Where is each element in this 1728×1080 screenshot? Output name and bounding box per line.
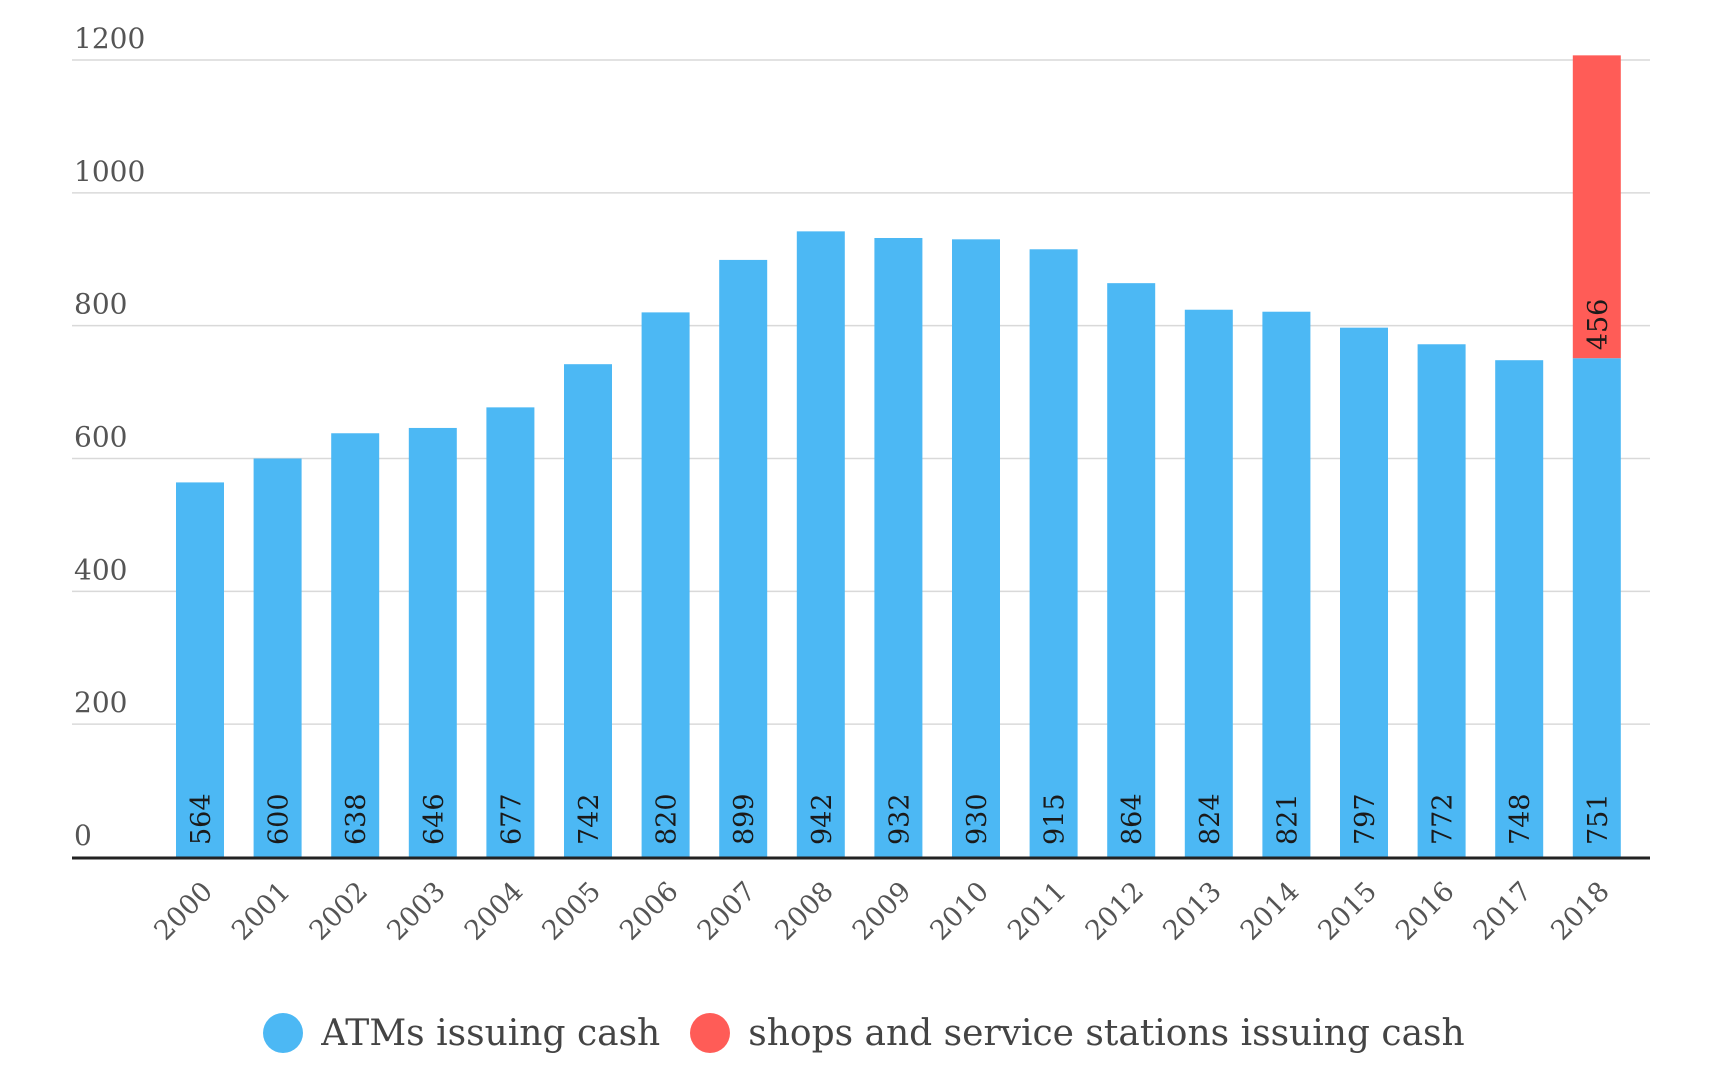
y-tick-label-400: 400	[74, 553, 127, 586]
bar-atms-2002	[331, 433, 380, 857]
legend-label-atms: ATMs issuing cash	[321, 1012, 661, 1054]
data-label-atms-2017: 748	[1505, 793, 1536, 845]
bar-atms-2006	[641, 312, 690, 858]
data-label-shops-2018: 456	[1583, 299, 1614, 351]
x-tick-label-2017: 2017	[1468, 876, 1539, 947]
data-label-atms-2006: 820	[652, 793, 683, 845]
legend-label-shops: shops and service stations issuing cash	[748, 1012, 1465, 1054]
x-tick-label-2007: 2007	[692, 876, 763, 947]
data-label-atms-2009: 932	[884, 793, 915, 845]
bar-atms-2015	[1340, 327, 1388, 857]
bar-atms-2018	[1572, 358, 1621, 857]
bar-atms-2003	[408, 427, 457, 857]
data-label-atms-2018: 751	[1583, 793, 1614, 845]
y-tick-label-600: 600	[74, 421, 127, 454]
x-tick-label-2006: 2006	[614, 876, 685, 947]
data-label-atms-2014: 821	[1272, 793, 1303, 845]
y-tick-label-0: 0	[74, 819, 92, 852]
bar-atms-2009	[874, 237, 923, 857]
data-label-atms-2007: 899	[729, 793, 760, 845]
y-tick-label-1000: 1000	[74, 155, 145, 188]
legend-item-atms: ATMs issuing cash	[263, 1013, 660, 1054]
x-tick-label-2013: 2013	[1157, 876, 1228, 947]
x-tick-label-2014: 2014	[1235, 876, 1306, 947]
data-label-atms-2013: 824	[1195, 793, 1226, 845]
x-tick-label-2005: 2005	[536, 876, 607, 947]
y-tick-label-1200: 1200	[74, 22, 145, 55]
stacked-bar-chart: 0 200 400 600 800 1000 1200 564 600 638 646 677 742…	[72, 22, 1650, 947]
x-tick-label-2018: 2018	[1545, 876, 1616, 947]
x-tick-label-2015: 2015	[1312, 876, 1383, 947]
legend: ATMs issuing cash shops and service stat…	[0, 1008, 1728, 1058]
gridlines	[72, 59, 1650, 725]
data-label-atms-2010: 930	[962, 793, 993, 845]
x-tick-label-2004: 2004	[459, 876, 530, 947]
bar-atms-2014	[1262, 311, 1311, 857]
data-label-atms-2001: 600	[264, 793, 295, 845]
bar-atms-2017	[1495, 360, 1544, 857]
bar-atms-2004	[486, 407, 535, 857]
bar-atms-2005	[564, 364, 612, 857]
bar-atms-2013	[1184, 309, 1233, 857]
bar-atms-2016	[1417, 344, 1466, 858]
data-labels: 564 600 638 646 677 742 820 899 942 932 930 915 864 8…	[186, 299, 1614, 845]
bar-atms-2008	[796, 231, 845, 858]
bar-atms-2010	[952, 239, 1000, 857]
x-tick-label-2001: 2001	[226, 876, 297, 947]
data-label-atms-2011: 915	[1040, 793, 1071, 845]
x-tick-label-2011: 2011	[1002, 876, 1073, 947]
legend-item-shops: shops and service stations issuing cash	[690, 1012, 1465, 1054]
x-tick-label-2012: 2012	[1080, 876, 1151, 947]
data-label-atms-2000: 564	[186, 793, 217, 845]
x-tick-label-2003: 2003	[381, 876, 452, 947]
x-tick-label-2010: 2010	[924, 876, 995, 947]
x-tick-label-2016: 2016	[1390, 876, 1461, 947]
x-tick-label-2002: 2002	[304, 876, 375, 947]
data-label-atms-2008: 942	[807, 793, 838, 845]
bars	[176, 55, 1621, 858]
x-tick-label-2009: 2009	[847, 876, 918, 947]
data-label-atms-2002: 638	[341, 793, 372, 845]
data-label-atms-2012: 864	[1117, 793, 1148, 845]
legend-swatch-shops	[690, 1013, 731, 1053]
bar-atms-2011	[1029, 249, 1078, 858]
bar-shops-2018	[1572, 55, 1621, 359]
x-tick-label-2008: 2008	[769, 876, 840, 947]
legend-swatch-atms	[263, 1013, 304, 1053]
data-label-atms-2004: 677	[496, 793, 527, 845]
bar-atms-2012	[1107, 283, 1156, 857]
data-label-atms-2016: 772	[1428, 793, 1459, 845]
data-label-atms-2003: 646	[419, 793, 450, 845]
bar-atms-2000	[176, 482, 224, 857]
x-tick-label-2000: 2000	[148, 876, 219, 947]
bar-atms-2001	[253, 458, 302, 857]
y-tick-label-200: 200	[74, 686, 127, 719]
y-tick-label-800: 800	[74, 288, 127, 321]
data-label-atms-2015: 797	[1350, 793, 1381, 845]
bar-atms-2007	[719, 259, 768, 857]
data-label-atms-2005: 742	[574, 793, 605, 845]
y-axis-ticks: 0 200 400 600 800 1000 1200	[74, 22, 145, 852]
x-axis-ticks: 2000 2001 2002 2003 2004 2005 2006 2007 2008 2009…	[148, 876, 1615, 947]
